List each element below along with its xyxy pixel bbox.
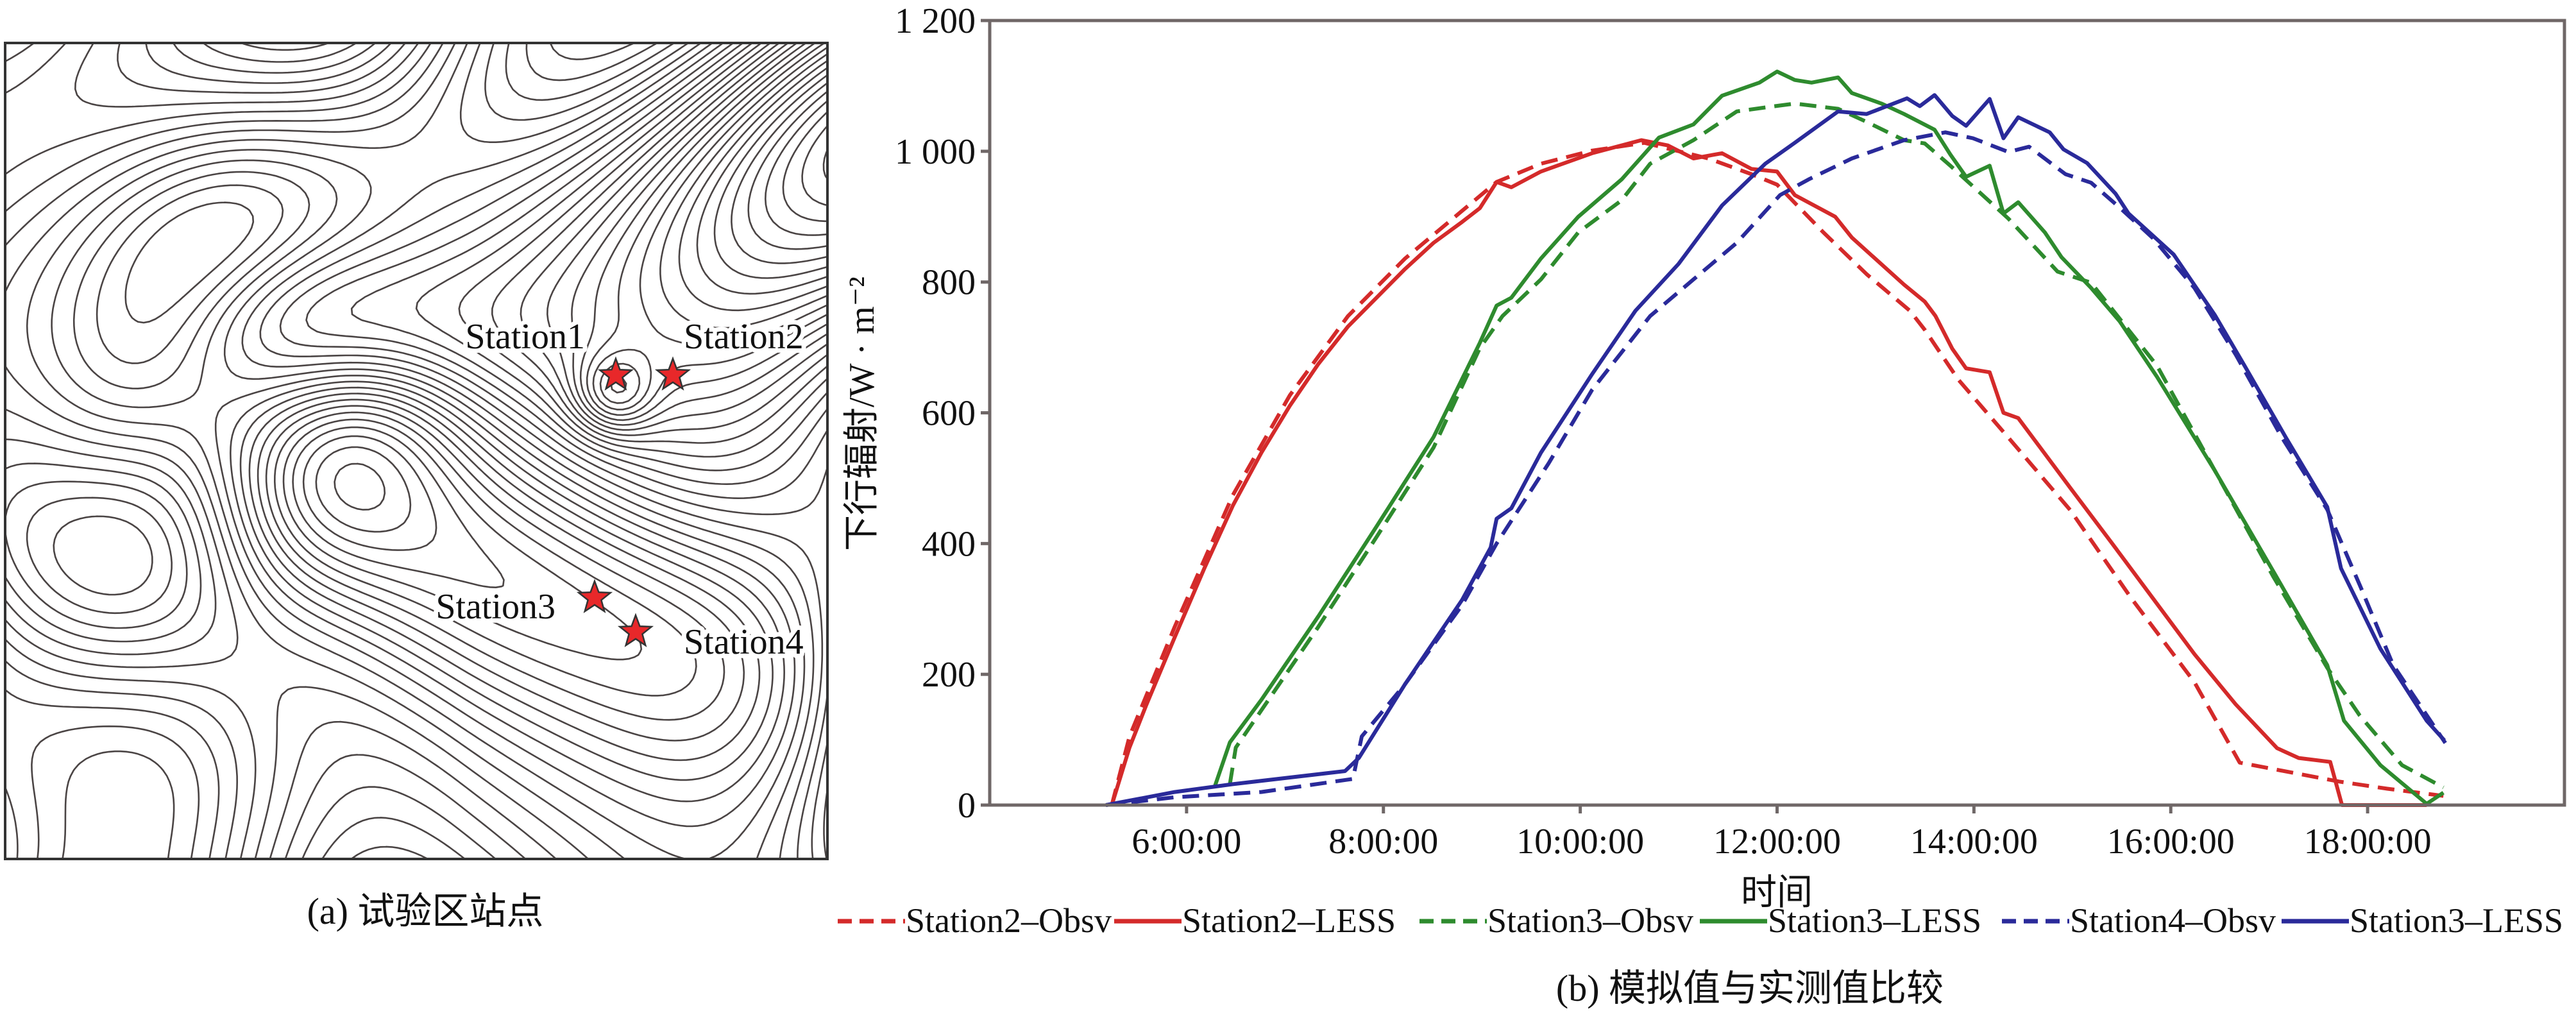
contour-line [747, 90, 827, 250]
contour-map-panel: Station1 Station2 Station3 Station4 (a) 试验区… [4, 42, 829, 932]
legend: Station2–Obsv Station2–LESS Station3–Obsv S… [838, 901, 2563, 940]
contour-line [765, 99, 827, 236]
contour-line [62, 43, 774, 859]
contour-line [696, 66, 827, 295]
y-tick-label: 600 [922, 394, 976, 434]
contour-line [274, 411, 697, 697]
contour-line [26, 43, 827, 859]
y-tick-label: 0 [958, 786, 976, 826]
legend-item: Station3–LESS [1700, 901, 1981, 940]
y-axis-ticks: 0 200 400 600 800 1 000 1 200 [895, 1, 990, 826]
contour-line [124, 43, 761, 761]
series-line-1 [1110, 140, 2444, 806]
star-icon [597, 356, 634, 391]
y-tick-label: 1 000 [895, 132, 976, 172]
legend-item: Station3–Obsv [1419, 901, 1693, 940]
map-caption: (a) 试验区站点 [307, 890, 544, 932]
y-tick-label: 1 200 [895, 1, 976, 41]
contour-line [5, 43, 815, 859]
x-tick-label: 12:00:00 [1713, 822, 1841, 862]
x-axis-ticks: 6:00:00 8:00:00 10:00:00 12:00:00 14:00:00 16… [1131, 805, 2432, 862]
x-axis-title: 时间 [1741, 873, 1813, 913]
chart-caption: (b) 模拟值与实测值比较 [1556, 967, 1944, 1009]
legend-label: Station3–LESS [2350, 901, 2563, 940]
contour-line [599, 53, 827, 404]
legend-label: Station3–LESS [1768, 901, 1981, 940]
x-tick-label: 16:00:00 [2107, 822, 2235, 862]
y-tick-label: 400 [922, 524, 976, 564]
contour-line [5, 43, 827, 859]
star-icon [576, 579, 613, 613]
x-tick-label: 8:00:00 [1328, 822, 1438, 862]
contour-line [713, 74, 827, 279]
contour-line [31, 43, 785, 859]
radiation-chart-panel: 0 200 400 600 800 1 000 1 200 6:00:00 8:00:00 10… [838, 1, 2566, 1009]
legend-item: Station4–Obsv [2002, 901, 2276, 940]
station-marker: Station4 [617, 613, 808, 667]
contour-lines [5, 43, 827, 859]
legend-item: Station3–LESS [2282, 901, 2563, 940]
contour-line [610, 59, 827, 394]
legend-label: Station2–LESS [1182, 901, 1396, 940]
series-line-6 [1105, 93, 2446, 807]
star-icon [654, 356, 691, 391]
y-axis-title: 下行辐射/W · m⁻² [842, 276, 882, 551]
plot-frame [988, 19, 2566, 807]
contour-line [5, 43, 796, 859]
station-label: Station1 [465, 317, 585, 357]
legend-label: Station3–Obsv [1487, 901, 1693, 940]
contour-line [5, 43, 806, 859]
station-label: Station3 [436, 587, 555, 627]
legend-label: Station4–Obsv [2070, 901, 2276, 940]
station-marker: Station2 [654, 312, 808, 391]
x-tick-label: 14:00:00 [1910, 822, 2038, 862]
station-marker: Station1 [461, 312, 634, 391]
contour-line [579, 43, 827, 421]
contour-line [334, 463, 386, 511]
contour-line [782, 110, 827, 223]
series-line-2 [1110, 138, 2427, 807]
contour-line [292, 426, 505, 588]
star-icon [617, 613, 654, 647]
contour-line [571, 43, 827, 426]
contour-line [282, 418, 643, 661]
y-tick-label: 200 [922, 655, 976, 695]
series-line-5 [1105, 130, 2447, 807]
y-tick-label: 800 [922, 263, 976, 303]
legend-label: Station2–Obsv [906, 901, 1112, 940]
station-label: Station2 [684, 317, 804, 357]
series-line-4 [1213, 69, 2445, 806]
series-layer [1105, 69, 2447, 807]
contour-line [315, 446, 412, 533]
contour-line [257, 398, 745, 742]
x-tick-label: 18:00:00 [2304, 822, 2432, 862]
series-line-3 [1228, 101, 2445, 790]
contour-line [592, 46, 827, 411]
contour-line [5, 43, 824, 859]
contour-line [172, 43, 827, 444]
contour-line [53, 43, 827, 859]
contour-line [202, 43, 827, 436]
contour-line [586, 43, 827, 416]
legend-item: Station2–Obsv [838, 901, 1112, 940]
legend-item: Station2–LESS [1114, 901, 1396, 940]
contour-line [302, 435, 437, 551]
x-tick-label: 10:00:00 [1516, 822, 1644, 862]
station-label: Station4 [684, 622, 804, 662]
contour-line [5, 43, 827, 859]
contour-line [731, 81, 827, 264]
x-tick-label: 6:00:00 [1131, 822, 1241, 862]
contour-line [265, 405, 725, 721]
station-marker: Station3 [431, 579, 613, 631]
map-frame [4, 42, 829, 860]
station-markers: Station1 Station2 Station3 Station4 [431, 312, 808, 667]
